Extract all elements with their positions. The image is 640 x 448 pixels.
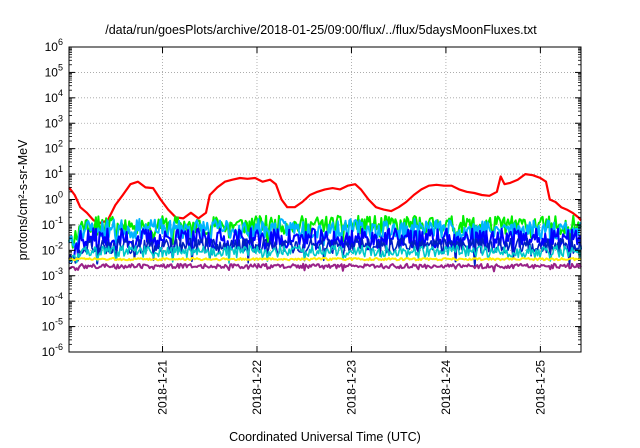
x-tick-label: 2018-1-25 bbox=[533, 360, 547, 415]
series-line-4 bbox=[68, 227, 582, 265]
y-tick-label: 103 bbox=[45, 113, 63, 130]
series-line-6 bbox=[68, 244, 582, 264]
y-tick-label: 100 bbox=[45, 190, 63, 207]
x-tick-labels: 2018-1-21 2018-1-22 2018-1-23 2018-1-24 2018… bbox=[156, 360, 548, 415]
y-tick-label: 104 bbox=[45, 88, 63, 105]
axis-ticks bbox=[69, 46, 581, 353]
y-tick-label: 10-6 bbox=[42, 342, 63, 359]
grid-lines bbox=[69, 47, 581, 352]
y-tick-label: 10-5 bbox=[42, 317, 63, 334]
series-line-7 bbox=[68, 257, 582, 262]
y-tick-label: 102 bbox=[45, 139, 63, 156]
y-tick-labels: 10-6 10-5 10-4 10-3 10-2 10-1 100 101 102 103 104 1… bbox=[42, 37, 63, 359]
series-line-1 bbox=[68, 173, 582, 224]
x-tick-label: 2018-1-22 bbox=[250, 360, 264, 415]
y-tick-label: 10-4 bbox=[42, 291, 63, 308]
series-line-8 bbox=[68, 262, 582, 273]
y-tick-label: 106 bbox=[45, 37, 63, 54]
series-line-2 bbox=[68, 214, 582, 249]
plot-lines bbox=[68, 173, 582, 273]
chart-title: /data/run/goesPlots/archive/2018-01-25/0… bbox=[105, 23, 537, 37]
y-tick-label: 105 bbox=[45, 62, 63, 79]
y-tick-label: 10-2 bbox=[42, 240, 63, 257]
y-tick-label: 10-1 bbox=[42, 215, 63, 232]
x-axis-label: Coordinated Universal Time (UTC) bbox=[229, 430, 421, 444]
x-tick-label: 2018-1-24 bbox=[439, 360, 453, 415]
x-tick-label: 2018-1-23 bbox=[344, 360, 358, 415]
y-tick-label: 10-3 bbox=[42, 266, 63, 283]
y-tick-label: 101 bbox=[45, 164, 63, 181]
y-axis-label: protons/cm²-s-sr-MeV bbox=[16, 139, 30, 261]
x-tick-label: 2018-1-21 bbox=[156, 360, 170, 415]
series-line-3 bbox=[68, 218, 582, 252]
